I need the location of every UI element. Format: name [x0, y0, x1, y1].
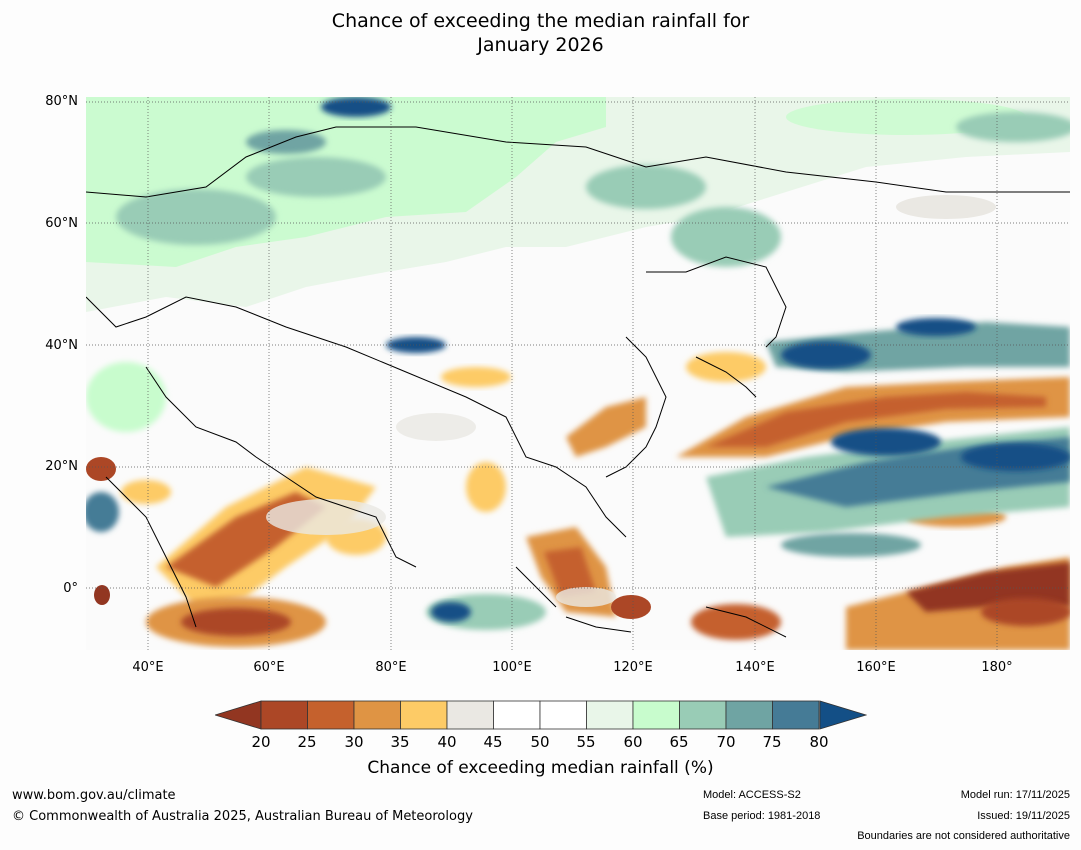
colorbar-segment — [586, 700, 634, 730]
colorbar-segment — [400, 700, 448, 730]
dry-region-equatorial-pacific — [846, 557, 1070, 650]
colorbar-tick: 55 — [576, 733, 596, 751]
colorbar-segment — [725, 700, 773, 730]
colorbar-segment — [446, 700, 494, 730]
colorbar-tick: 40 — [437, 733, 457, 751]
colorbar-tick: 25 — [297, 733, 317, 751]
footer-base-period: Base period: 1981-2018 — [703, 810, 821, 822]
colorbar-tick: 75 — [762, 733, 782, 751]
colorbar-segment — [307, 700, 355, 730]
footer-disclaimer: Boundaries are not considered authoritat… — [857, 830, 1070, 842]
lat-label-60n: 60°N — [45, 216, 78, 231]
colorbar-tick: 65 — [669, 733, 689, 751]
lon-label-180: 180° — [981, 660, 1013, 675]
colorbar-label: Chance of exceeding median rainfall (%) — [367, 758, 714, 778]
normal-region-patches — [266, 195, 996, 607]
colorbar-tick: 20 — [251, 733, 271, 751]
colorbar-tick: 35 — [390, 733, 410, 751]
colorbar-segment — [260, 700, 308, 730]
colorbar-segment — [493, 700, 541, 730]
lat-label-20n: 20°N — [45, 459, 78, 474]
colorbar-high-extension — [819, 700, 867, 730]
lon-label-140e: 140°E — [735, 660, 775, 675]
lat-label-40n: 40°N — [45, 338, 78, 353]
lon-label-120e: 120°E — [613, 660, 653, 675]
footer-model: Model: ACCESS-S2 — [703, 789, 801, 801]
colorbar-segment — [353, 700, 401, 730]
colorbar-tick: 45 — [483, 733, 503, 751]
wet-region-pacific — [386, 318, 1070, 630]
lat-label-80n: 80°N — [45, 94, 78, 109]
colorbar-segment — [772, 700, 820, 730]
colorbar-segment — [539, 700, 587, 730]
dry-band-north-pacific — [676, 352, 1070, 527]
footer-model-run: Model run: 17/11/2025 — [960, 789, 1070, 801]
colorbar — [215, 700, 867, 730]
lat-label-0: 0° — [63, 581, 78, 596]
coastlines — [86, 126, 1070, 638]
colorbar-tick: 50 — [530, 733, 550, 751]
lon-label-100e: 100°E — [492, 660, 532, 675]
footer-copyright: © Commonwealth of Australia 2025, Austra… — [12, 809, 473, 824]
rainfall-map-svg — [86, 97, 1070, 650]
dry-region-southeast-asia — [441, 367, 781, 640]
colorbar-tick: 80 — [809, 733, 829, 751]
lon-label-60e: 60°E — [253, 660, 285, 675]
colorbar-tick: 30 — [344, 733, 364, 751]
lon-label-160e: 160°E — [856, 660, 896, 675]
colorbar-tick: 60 — [623, 733, 643, 751]
colorbar-tick: 70 — [716, 733, 736, 751]
chart-title-line1: Chance of exceeding the median rainfall … — [331, 10, 750, 32]
colorbar-segment — [679, 700, 727, 730]
lon-label-80e: 80°E — [375, 660, 407, 675]
chart-title-line2: January 2026 — [477, 34, 604, 56]
lon-label-40e: 40°E — [132, 660, 164, 675]
rainfall-map — [86, 97, 1070, 650]
footer-url[interactable]: www.bom.gov.au/climate — [12, 788, 176, 803]
graticule — [86, 97, 1070, 650]
wet-region-north — [86, 97, 1070, 432]
footer-issued: Issued: 19/11/2025 — [977, 810, 1070, 822]
colorbar-low-extension — [215, 700, 262, 730]
colorbar-segment — [632, 700, 680, 730]
